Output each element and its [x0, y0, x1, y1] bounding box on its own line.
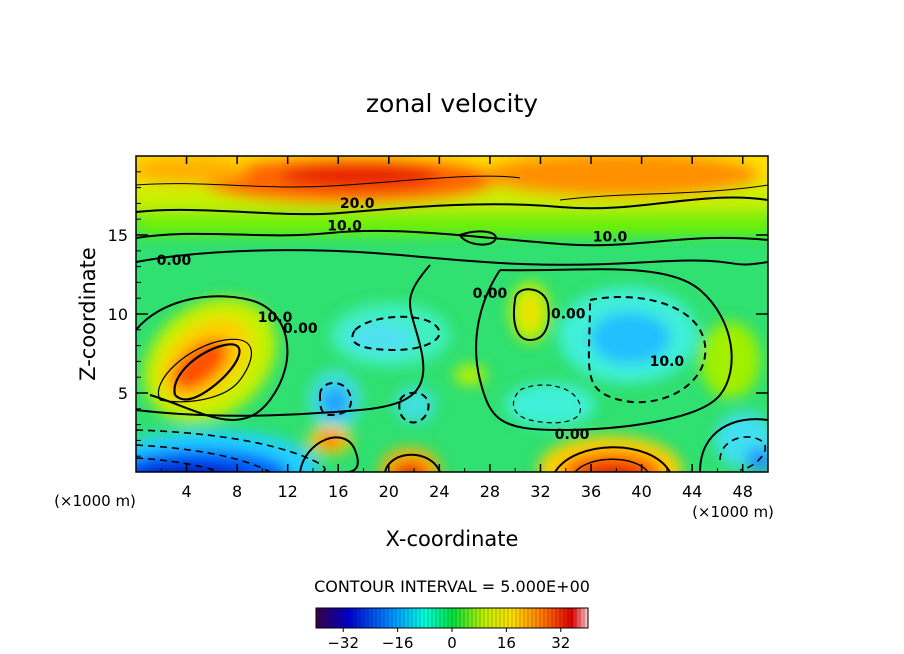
y-tick-label: 15	[108, 226, 128, 245]
y-tick-label: 10	[108, 305, 128, 324]
x-tick-label: 40	[631, 482, 651, 501]
x-tick-label: 44	[682, 482, 702, 501]
y-tick-label: 5	[118, 384, 128, 403]
x-tick-label: 20	[379, 482, 399, 501]
x-tick-label: 12	[278, 482, 298, 501]
x-unit-left: (×1000 m)	[54, 492, 136, 510]
x-tick-label: 32	[530, 482, 550, 501]
x-tick-label: 4	[181, 482, 191, 501]
x-tick-label: 36	[581, 482, 601, 501]
x-tick-label: 8	[232, 482, 242, 501]
x-unit-right: (×1000 m)	[692, 503, 774, 521]
colorbar-tick-label: −32	[327, 634, 359, 652]
contour-label: 10.0	[593, 229, 628, 245]
contour-label: 10.0	[650, 354, 685, 370]
contour-label: 0.00	[157, 253, 192, 269]
chart-title: zonal velocity	[366, 89, 538, 118]
y-axis-label: Z-coordinate	[76, 247, 100, 381]
colorbar-tick-label: −16	[382, 634, 414, 652]
contour-label: 0.00	[551, 307, 586, 323]
contour-label: 10.0	[258, 310, 293, 326]
contour-interval-text: CONTOUR INTERVAL = 5.000E+00	[314, 577, 590, 596]
contour-label: 10.0	[327, 218, 362, 234]
colorbar-ticks: −32 −16 0 16 32	[327, 628, 570, 652]
x-axis: 4 8 12 16 20 24 28 32 36 40 44 48	[160, 156, 753, 501]
x-axis-label: X-coordinate	[386, 527, 519, 551]
colorbar-tick-label: 32	[551, 634, 570, 652]
colorbar: −32 −16 0 16 32	[315, 607, 589, 652]
x-tick-label: 28	[480, 482, 500, 501]
colorbar-tick-label: 16	[497, 634, 516, 652]
colorbar-tick-label: 0	[447, 634, 457, 652]
x-tick-label: 24	[429, 482, 449, 501]
contour-label: 0.00	[473, 286, 508, 302]
contour-label: 0.00	[555, 427, 590, 443]
contour-label: 0.00	[283, 321, 318, 337]
x-tick-label: 48	[733, 482, 753, 501]
y-axis: 5 10 15	[108, 171, 768, 457]
x-tick-label: 16	[328, 482, 348, 501]
contour-label: 20.0	[340, 196, 375, 212]
